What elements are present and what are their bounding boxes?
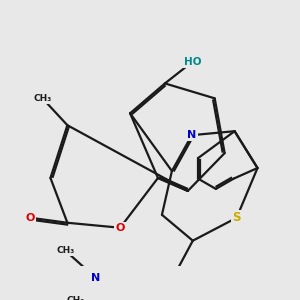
Text: CH₃: CH₃: [56, 246, 74, 255]
Text: CH₃: CH₃: [33, 94, 52, 103]
Text: N: N: [91, 272, 100, 283]
Text: HO: HO: [184, 56, 202, 67]
Text: N: N: [187, 130, 196, 140]
Text: S: S: [232, 211, 241, 224]
Text: O: O: [26, 213, 35, 223]
Text: O: O: [116, 223, 125, 233]
Text: CH₃: CH₃: [66, 296, 85, 300]
